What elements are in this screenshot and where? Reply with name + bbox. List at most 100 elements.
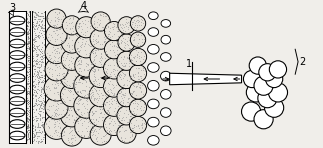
- Point: [39, 88, 44, 90]
- Point: [90, 29, 96, 31]
- Point: [25, 129, 30, 132]
- Point: [98, 111, 103, 114]
- Point: [35, 116, 40, 119]
- Circle shape: [118, 17, 135, 34]
- Point: [62, 39, 67, 41]
- Point: [42, 134, 47, 136]
- Ellipse shape: [10, 97, 25, 105]
- Point: [48, 34, 53, 36]
- Point: [26, 100, 31, 103]
- Point: [85, 64, 90, 66]
- Point: [25, 36, 30, 38]
- Point: [93, 38, 99, 40]
- Point: [129, 58, 134, 60]
- Point: [133, 73, 138, 75]
- Point: [72, 119, 77, 121]
- Point: [52, 125, 57, 127]
- Point: [50, 78, 55, 81]
- Point: [41, 81, 46, 83]
- Point: [107, 131, 112, 133]
- Point: [124, 57, 129, 59]
- Point: [59, 132, 65, 134]
- Point: [103, 86, 108, 88]
- Point: [95, 34, 100, 37]
- Ellipse shape: [148, 80, 159, 91]
- Circle shape: [117, 69, 136, 89]
- Point: [110, 49, 116, 51]
- Point: [119, 77, 124, 80]
- Point: [102, 15, 108, 17]
- Point: [135, 19, 140, 21]
- Point: [34, 99, 39, 101]
- Point: [84, 98, 89, 100]
- Point: [138, 77, 143, 79]
- Point: [83, 49, 88, 51]
- Point: [87, 98, 92, 100]
- Point: [38, 15, 43, 17]
- Point: [52, 119, 57, 121]
- Point: [95, 34, 100, 36]
- Point: [105, 109, 110, 111]
- Point: [99, 141, 105, 143]
- Point: [39, 58, 44, 60]
- Point: [33, 74, 38, 77]
- Point: [99, 29, 105, 31]
- Point: [33, 116, 38, 119]
- Point: [114, 127, 120, 129]
- Point: [56, 56, 61, 58]
- Point: [91, 80, 96, 82]
- Point: [37, 118, 42, 120]
- Point: [37, 96, 42, 98]
- Point: [126, 119, 131, 121]
- Point: [109, 75, 114, 77]
- Point: [34, 99, 39, 102]
- Point: [35, 82, 40, 85]
- Point: [126, 98, 131, 100]
- Point: [125, 44, 130, 46]
- Point: [34, 45, 39, 47]
- Point: [77, 98, 82, 100]
- Circle shape: [60, 66, 83, 89]
- Point: [36, 37, 42, 39]
- Point: [53, 48, 58, 50]
- Point: [45, 93, 50, 95]
- Point: [47, 120, 52, 122]
- Point: [33, 25, 38, 27]
- Point: [35, 48, 40, 50]
- Circle shape: [117, 124, 136, 143]
- Point: [91, 58, 96, 61]
- Point: [25, 107, 30, 109]
- Point: [30, 126, 35, 129]
- Point: [94, 96, 99, 99]
- Point: [128, 78, 133, 80]
- Point: [116, 70, 121, 73]
- Point: [55, 34, 60, 36]
- Point: [118, 107, 123, 109]
- Point: [120, 83, 126, 86]
- Circle shape: [62, 16, 81, 35]
- Circle shape: [90, 28, 111, 49]
- Point: [26, 37, 31, 39]
- Point: [107, 130, 112, 132]
- Point: [31, 48, 36, 51]
- Point: [34, 95, 39, 97]
- Point: [72, 109, 78, 112]
- Point: [48, 116, 53, 119]
- Point: [37, 119, 42, 121]
- Point: [89, 69, 94, 71]
- Point: [91, 30, 97, 32]
- Point: [82, 116, 88, 118]
- Point: [88, 23, 93, 25]
- Point: [107, 37, 112, 39]
- Point: [32, 18, 37, 21]
- Point: [74, 81, 79, 83]
- Point: [139, 91, 144, 94]
- Point: [37, 77, 43, 80]
- Point: [26, 47, 31, 49]
- Point: [25, 117, 30, 119]
- Point: [26, 121, 31, 123]
- Point: [84, 103, 89, 105]
- Point: [39, 81, 44, 84]
- Point: [90, 89, 95, 91]
- Point: [78, 81, 83, 83]
